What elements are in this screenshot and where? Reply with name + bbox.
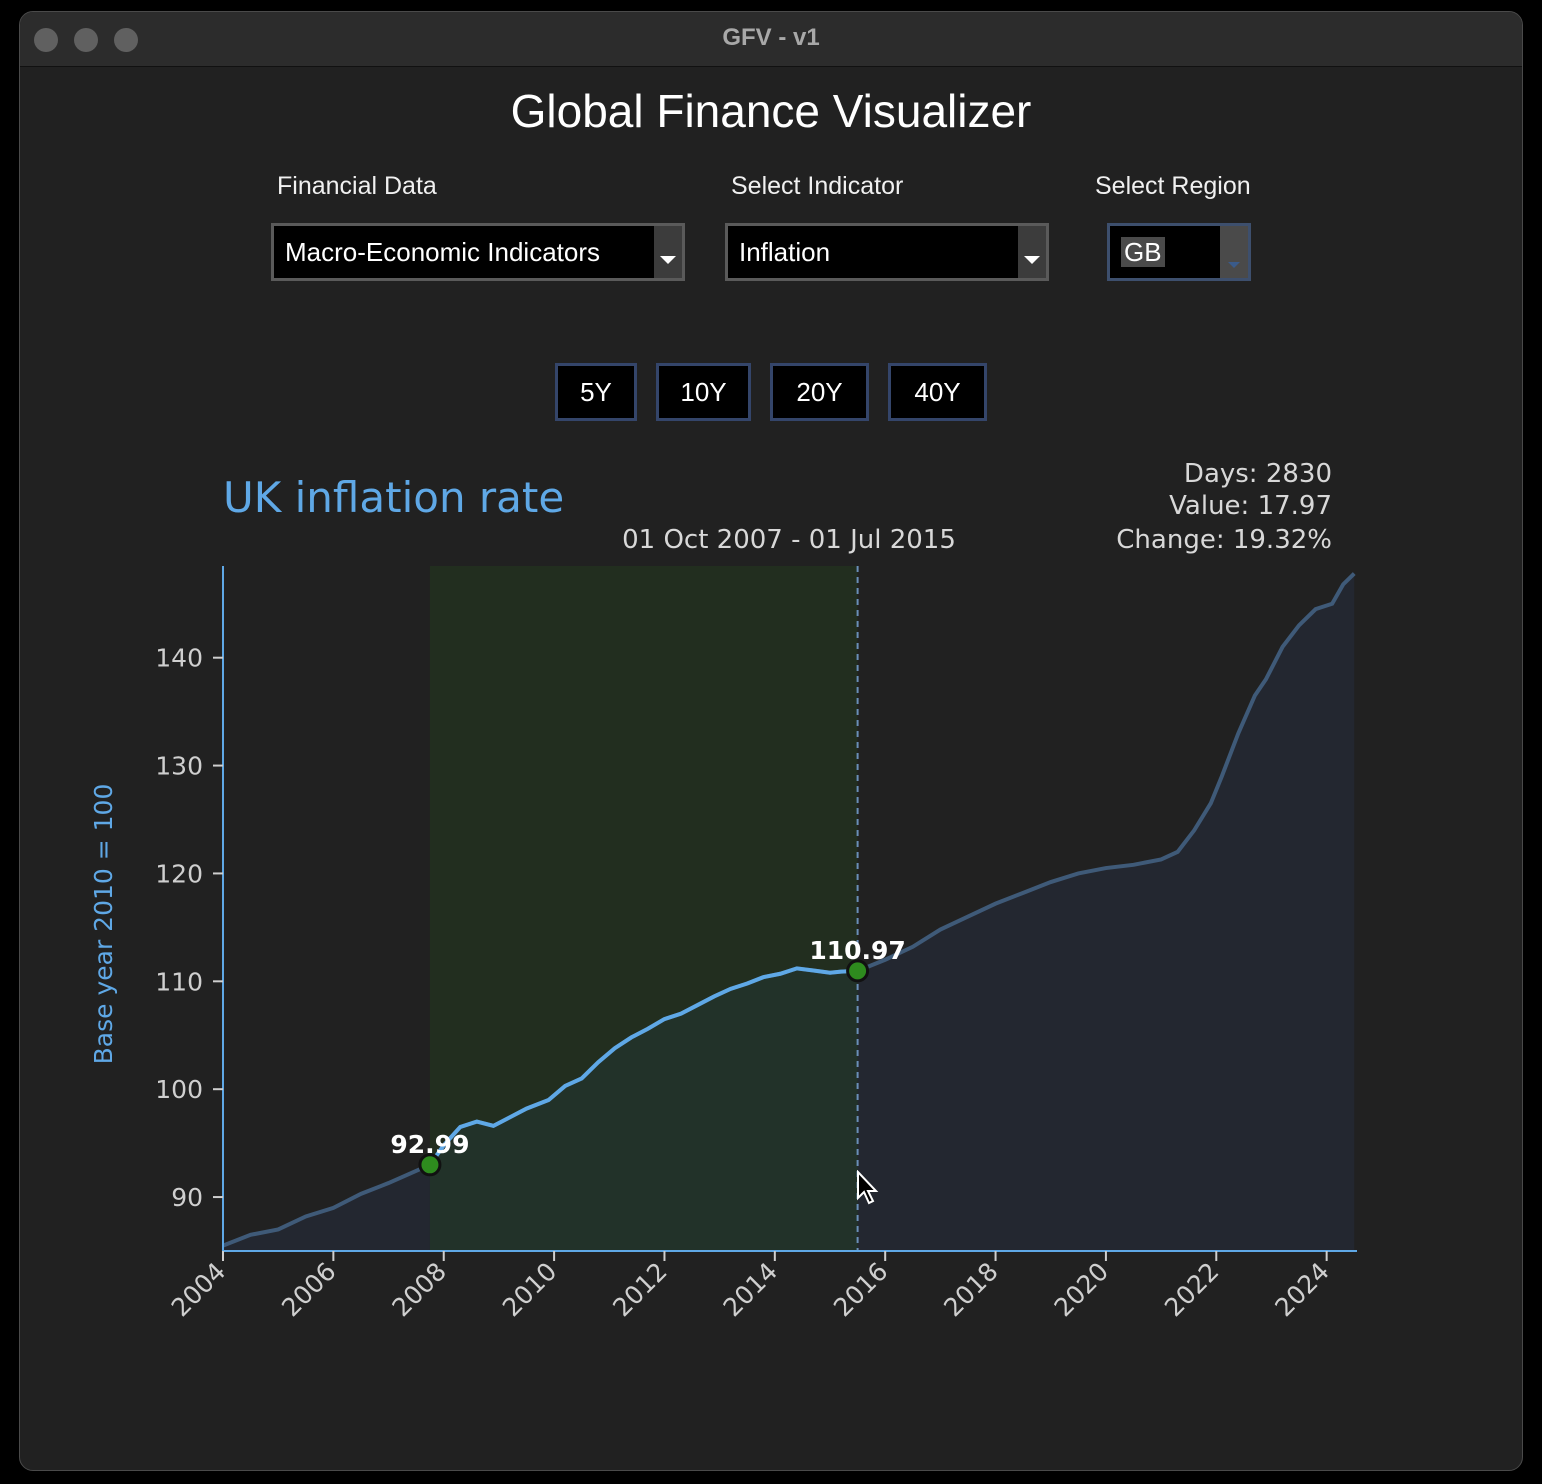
title-bar: GFV - v1 <box>20 12 1522 67</box>
mouse-pointer-icon <box>857 1170 879 1205</box>
region-label: Select Region <box>1095 172 1251 200</box>
range-40y-button[interactable]: 40Y <box>888 363 987 421</box>
range-20y-button[interactable]: 20Y <box>770 363 869 421</box>
y-axis-label: Base year 2010 = 100 <box>89 784 118 1065</box>
window-title: GFV - v1 <box>722 24 820 51</box>
x-tick-label: 2018 <box>938 1257 1003 1322</box>
selection-area-fill <box>429 968 858 1251</box>
x-tick-label: 2008 <box>386 1257 451 1322</box>
marker-value-label: 110.97 <box>809 936 905 965</box>
indicator-label: Select Indicator <box>731 172 904 200</box>
selection-marker <box>418 1153 442 1177</box>
area-fill <box>223 573 1355 1251</box>
x-tick-label: 2016 <box>828 1257 893 1322</box>
chart-date-range: 01 Oct 2007 - 01 Jul 2015 <box>622 525 956 555</box>
indicator-dropdown-button[interactable] <box>1018 226 1046 278</box>
app-window: GFV - v1 Global Finance Visualizer Finan… <box>19 11 1523 1471</box>
x-tick-label: 2012 <box>607 1257 672 1322</box>
x-tick-label: 2014 <box>718 1257 783 1322</box>
y-tick-label: 140 <box>155 644 203 673</box>
y-tick-label: 130 <box>155 752 203 781</box>
financial-data-value: Macro-Economic Indicators <box>285 237 600 267</box>
x-tick-label: 2006 <box>276 1257 341 1322</box>
indicator-value: Inflation <box>739 237 831 267</box>
y-tick-label: 110 <box>155 967 203 996</box>
indicator-select[interactable]: Inflation <box>725 223 1049 281</box>
chevron-down-icon <box>1024 256 1040 264</box>
chevron-down-icon <box>1228 262 1240 268</box>
range-10y-button[interactable]: 10Y <box>656 363 751 421</box>
region-select[interactable]: GB <box>1107 223 1251 281</box>
region-dropdown-button[interactable] <box>1220 226 1248 278</box>
chevron-down-icon <box>660 256 676 264</box>
marker-value-label: 92.99 <box>390 1130 469 1159</box>
app-title: Global Finance Visualizer <box>510 85 1032 137</box>
zoom-window-button[interactable] <box>114 28 138 52</box>
stat-value: Value: 17.97 <box>1169 491 1332 521</box>
inflation-chart[interactable]: 90 100 110 120 130 140 2004 2006 2008 2010 2012 201… <box>20 12 1522 1470</box>
financial-data-label: Financial Data <box>277 172 437 200</box>
y-tick-label: 100 <box>155 1075 203 1104</box>
y-tick-label: 120 <box>155 859 203 888</box>
financial-data-dropdown-button[interactable] <box>654 226 682 278</box>
chart-title: UK inflation rate <box>223 473 564 522</box>
close-window-button[interactable] <box>34 28 58 52</box>
x-tick-label: 2022 <box>1159 1257 1224 1322</box>
x-tick-label: 2020 <box>1049 1257 1114 1322</box>
selection-marker <box>846 959 870 983</box>
stat-change: Change: 19.32% <box>1116 525 1332 555</box>
series-line-selected <box>429 966 858 1167</box>
financial-data-select[interactable]: Macro-Economic Indicators <box>271 223 685 281</box>
x-tick-label: 2024 <box>1269 1257 1334 1322</box>
x-tick-label: 2010 <box>497 1257 562 1322</box>
x-tick-label: 2004 <box>166 1257 231 1322</box>
range-5y-button[interactable]: 5Y <box>555 363 637 421</box>
y-tick-label: 90 <box>171 1183 203 1212</box>
region-value: GB <box>1121 237 1165 267</box>
minimize-window-button[interactable] <box>74 28 98 52</box>
stat-days: Days: 2830 <box>1184 459 1332 489</box>
